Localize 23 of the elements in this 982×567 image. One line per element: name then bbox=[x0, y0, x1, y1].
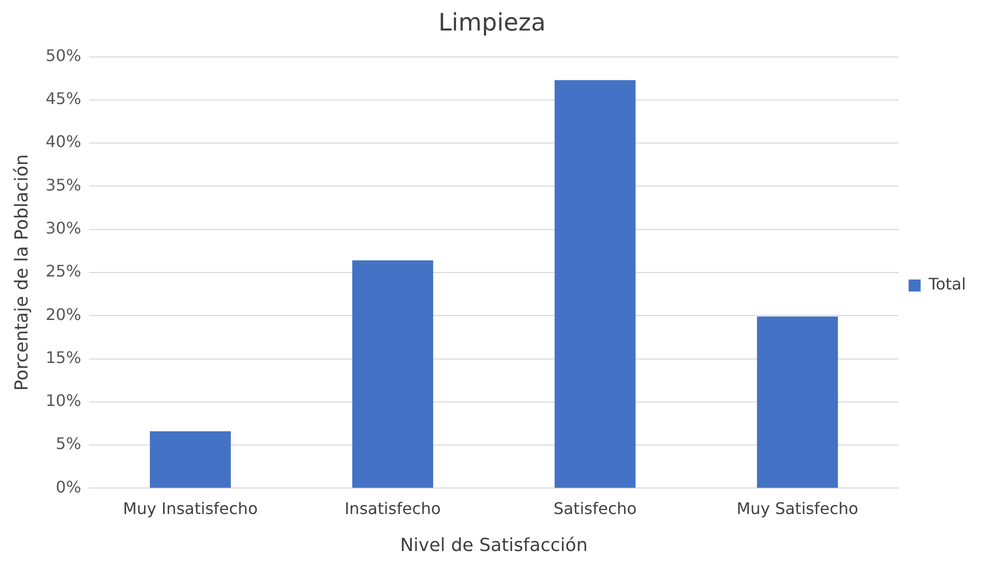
y-tick-label: 35% bbox=[46, 175, 82, 194]
bar bbox=[756, 316, 838, 488]
x-axis-title: Nivel de Satisfacción bbox=[400, 534, 588, 556]
bar bbox=[150, 431, 231, 488]
y-axis-title: Porcentaje de la Población bbox=[11, 154, 32, 391]
y-tick-label: 20% bbox=[46, 304, 82, 324]
x-tick-label: Muy Satisfecho bbox=[736, 498, 858, 518]
y-tick-label: 30% bbox=[46, 218, 82, 238]
x-tick-label: Satisfecho bbox=[553, 498, 637, 518]
bar bbox=[352, 260, 434, 488]
x-tick-label: Insatisfecho bbox=[344, 498, 441, 518]
y-tick-label: 40% bbox=[46, 132, 82, 152]
y-tick-label: 45% bbox=[46, 89, 82, 108]
chart-title: Limpieza bbox=[438, 8, 546, 37]
x-tick-label: Muy Insatisfecho bbox=[122, 498, 258, 518]
y-tick-label: 15% bbox=[46, 348, 82, 367]
y-tick-label: 5% bbox=[56, 434, 82, 454]
y-tick-label: 25% bbox=[46, 262, 82, 281]
bar bbox=[554, 80, 636, 488]
y-tick-label: 10% bbox=[46, 391, 82, 410]
y-tick-label: 0% bbox=[56, 477, 82, 496]
legend-label: Total bbox=[928, 274, 966, 294]
y-tick-label: 50% bbox=[46, 46, 82, 65]
